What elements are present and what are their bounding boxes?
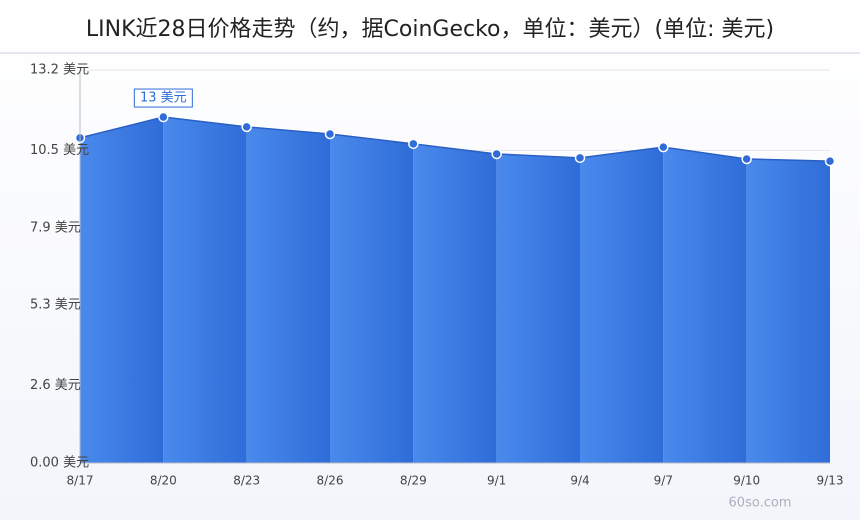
point xyxy=(574,152,586,164)
y-tick-label: 5.3 美元 xyxy=(30,298,81,313)
chart-title: LINK近28日价格走势（约，据CoinGecko，单位：美元）(单位: 美元) xyxy=(86,17,774,42)
line xyxy=(79,116,831,162)
x-tick-label: 8/26 xyxy=(317,474,344,488)
y-tick-label: 0.00 美元 xyxy=(30,456,89,471)
point xyxy=(241,121,252,133)
x-tick-label: 9/10 xyxy=(733,474,760,488)
area-segment xyxy=(330,134,414,464)
area-segment xyxy=(80,117,164,464)
x-tick-label: 8/20 xyxy=(150,474,177,488)
annotation: 13 美元 xyxy=(140,91,187,106)
y-tick-label: 10.5 美元 xyxy=(30,143,89,158)
area-segment xyxy=(413,143,497,463)
area-segment xyxy=(496,153,580,463)
y-tick-label: 2.6 美元 xyxy=(30,378,81,393)
annotation-box xyxy=(133,88,193,108)
point xyxy=(658,141,669,153)
point xyxy=(741,153,752,165)
y-tick-label: 7.9 美元 xyxy=(30,220,81,235)
x-tick-label: 8/23 xyxy=(233,474,260,488)
point xyxy=(824,155,836,167)
point xyxy=(491,148,502,160)
x-tick-label: 8/17 xyxy=(67,474,94,488)
area-segment xyxy=(163,117,247,464)
x-tick-label: 9/13 xyxy=(817,474,844,488)
area-segment xyxy=(663,147,747,463)
area-segment xyxy=(746,159,830,464)
x-tick-label: 9/1 xyxy=(487,474,506,488)
point xyxy=(324,128,336,140)
point xyxy=(158,111,169,123)
area-segment xyxy=(246,126,330,463)
y-tick-label: 13.2 美元 xyxy=(30,63,89,78)
x-tick-label: 9/7 xyxy=(654,474,673,488)
x-tick-label: 9/4 xyxy=(570,474,589,488)
x-tick-label: 8/29 xyxy=(400,474,427,488)
watermark: 60so.com xyxy=(729,496,792,511)
point xyxy=(408,138,419,150)
area-segment xyxy=(580,147,664,463)
